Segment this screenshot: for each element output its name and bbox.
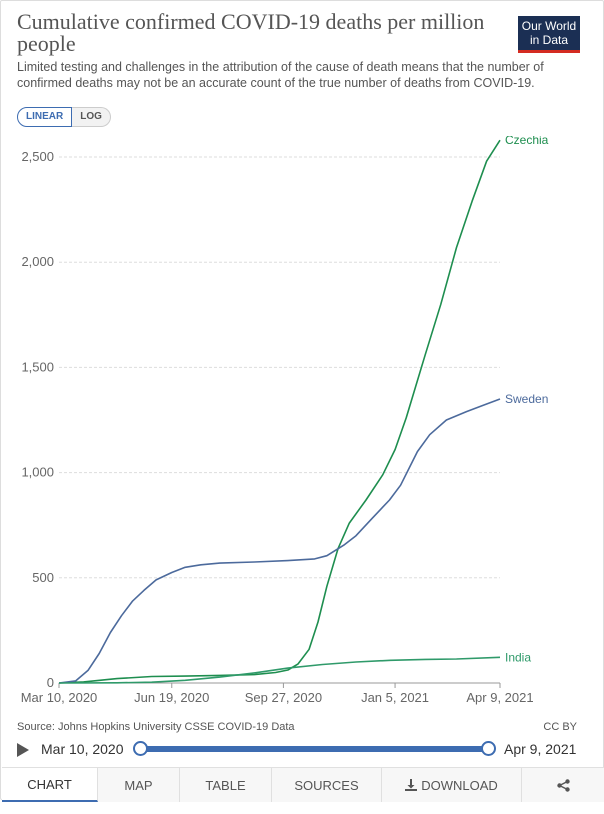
y-tick-label: 0 [47,675,54,690]
download-icon [405,779,418,791]
tab-sources[interactable]: SOURCES [272,768,382,802]
x-tick-label: Jan 5, 2021 [361,690,429,705]
y-tick-label: 1,500 [21,359,54,374]
logo-line1: Our World [521,19,577,33]
series-label-india: India [505,650,531,664]
series-line-india [58,656,501,684]
x-tick-label: Sep 27, 2020 [245,690,322,705]
timeline-end-label: Apr 9, 2021 [504,741,577,757]
series-label-sweden: Sweden [505,392,548,406]
tab-bar: CHART MAP TABLE SOURCES DOWNLOAD [2,767,604,802]
tab-table[interactable]: TABLE [180,768,272,802]
scale-toggle: LINEAR LOG [17,107,111,127]
y-tick-label: 500 [32,570,54,585]
timeline-start-handle[interactable] [133,741,148,756]
tab-table-label: TABLE [205,777,246,793]
play-icon[interactable] [17,743,29,757]
tab-map-label: MAP [124,777,153,793]
license-link[interactable]: CC BY [543,721,577,733]
tab-download-label: DOWNLOAD [421,777,498,793]
tab-chart-label: CHART [27,776,72,792]
tab-map[interactable]: MAP [98,768,180,802]
source-note[interactable]: Source: Johns Hopkins University CSSE CO… [17,721,295,733]
series-label-czechia: Czechia [505,136,549,147]
linear-scale-button[interactable]: LINEAR [17,107,73,127]
x-tick-label: Mar 10, 2020 [21,690,98,705]
y-tick-label: 2,500 [21,149,54,164]
series-line-czechia [58,139,501,684]
tab-sources-label: SOURCES [294,777,359,793]
timeline-start-label: Mar 10, 2020 [41,741,124,757]
tab-download[interactable]: DOWNLOAD [382,768,522,802]
line-chart: 0 500 1,000 1,500 2,000 2,500 Mar 10, 2020 Jun … [21,136,549,705]
owid-logo[interactable]: Our World in Data [518,16,580,53]
tab-chart[interactable]: CHART [2,768,98,802]
series-line-sweden [58,398,501,684]
log-scale-button[interactable]: LOG [72,107,111,127]
tab-share[interactable] [522,768,604,802]
chart-title: Cumulative confirmed COVID-19 deaths per… [17,9,485,56]
chart-subtitle: Limited testing and challenges in the at… [17,60,544,90]
logo-line2: in Data [529,33,569,47]
y-tick-label: 2,000 [21,254,54,269]
timeline: Mar 10, 2020 Apr 9, 2021 [15,739,595,761]
x-tick-label: Apr 9, 2021 [466,690,533,705]
share-icon [556,778,570,792]
timeline-end-handle[interactable] [481,741,496,756]
x-tick-label: Jun 19, 2020 [134,690,209,705]
timeline-track[interactable] [139,746,489,752]
y-tick-label: 1,000 [21,465,54,480]
